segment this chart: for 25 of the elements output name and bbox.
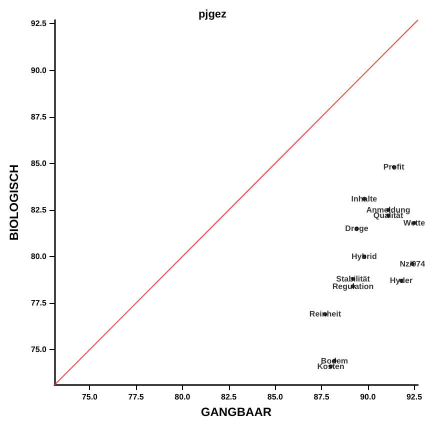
annotation: Hybrid (351, 252, 377, 262)
y-tick-label: 82.5 (30, 205, 48, 214)
chart-title: pjgez (198, 8, 228, 20)
x-tick-label: 82.5 (221, 392, 238, 402)
x-tick-label: 75.0 (82, 392, 98, 402)
y-tick-label: 92.5 (30, 19, 48, 28)
x-tick-label: 92.5 (406, 392, 423, 402)
annotation: Reinheit (309, 310, 342, 319)
annotation: Bodem (320, 356, 348, 366)
annotation: Stabilität (336, 274, 370, 284)
x-tick-label: 90.0 (360, 392, 376, 402)
y-axis-title: BIOLOGISCH (7, 164, 21, 241)
annotation: Profit (383, 162, 405, 172)
x-tick-label: 87.5 (314, 392, 330, 402)
y-tick-label: 77.5 (30, 298, 48, 308)
y-tick-label: 85.0 (30, 158, 48, 168)
x-tick-label: 77.5 (128, 392, 144, 402)
x-tick-label: 85.0 (267, 392, 284, 402)
annotation: Nz/974 (400, 259, 425, 268)
y-tick-label: 80.0 (30, 252, 48, 262)
y-tick-label: 75.0 (30, 345, 48, 354)
x-axis-title: GANGBAAR (200, 404, 272, 419)
x-tick-label: 80.0 (174, 392, 191, 402)
y-tick-label: 87.5 (30, 112, 48, 122)
y-tick-label: 90.0 (30, 66, 48, 75)
